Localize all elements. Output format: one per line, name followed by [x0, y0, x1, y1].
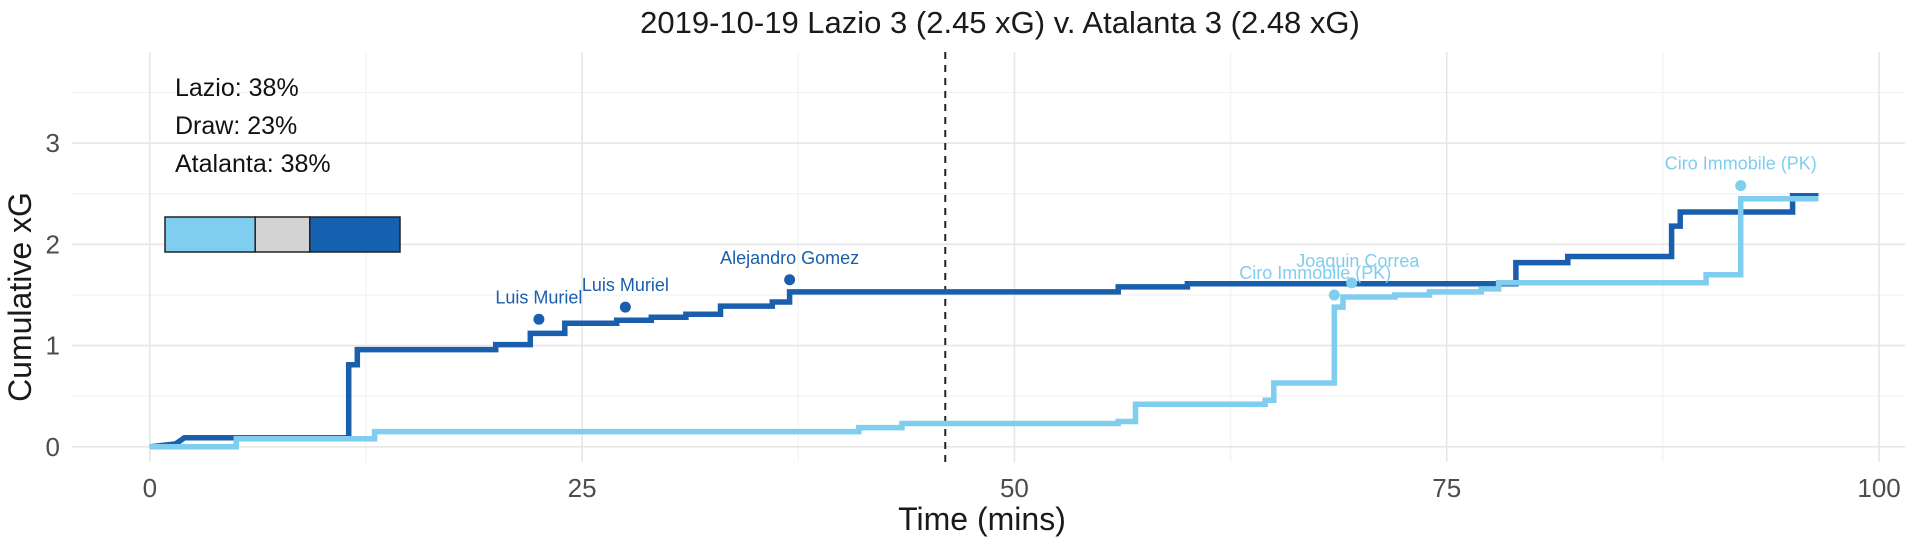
x-tick-label: 75 [1432, 473, 1461, 503]
x-tick-label: 50 [1000, 473, 1029, 503]
goal-point [784, 274, 796, 286]
series-line-2 [149, 196, 1819, 450]
series-line-1 [149, 193, 1819, 450]
grid [72, 52, 1905, 462]
axis-labels: 0 25 50 75 100 0 1 2 3 [46, 128, 1901, 503]
probability-text: Lazio: 38% [175, 74, 299, 102]
probability-bar-segment [309, 216, 401, 253]
x-tick-label: 25 [568, 473, 597, 503]
y-tick-label: 2 [46, 229, 60, 259]
y-axis-title: Cumulative xG [2, 192, 38, 402]
probability-text: Atalanta: 38% [175, 150, 331, 178]
goal-point [1346, 277, 1358, 289]
y-tick-label: 0 [46, 432, 60, 462]
probability-bar-segment [254, 216, 311, 253]
chart-title: 2019-10-19 Lazio 3 (2.45 xG) v. Atalanta… [640, 5, 1360, 40]
goal-label: Alejandro Gomez [720, 248, 859, 268]
y-tick-label: 3 [46, 128, 60, 158]
goal-label: Luis Muriel [495, 287, 582, 307]
probability-bar-segment [164, 216, 256, 253]
x-tick-label: 100 [1857, 473, 1900, 503]
goal-label: Joaquin Correa [1296, 251, 1420, 271]
goal-point [619, 301, 631, 313]
probability-text: Draw: 23% [175, 112, 297, 140]
goal-point [1735, 180, 1747, 192]
win-probabilities: Lazio: 38% Draw: 23% Atalanta: 38% [164, 74, 401, 253]
goal-label: Ciro Immobile (PK) [1665, 154, 1817, 174]
y-tick-label: 1 [46, 331, 60, 361]
goal-point [533, 313, 545, 325]
x-tick-label: 0 [143, 473, 157, 503]
series-lines [149, 193, 1819, 450]
goal-label: Luis Muriel [582, 275, 669, 295]
x-axis-title: Time (mins) [898, 501, 1066, 537]
goal-point [1328, 289, 1340, 301]
